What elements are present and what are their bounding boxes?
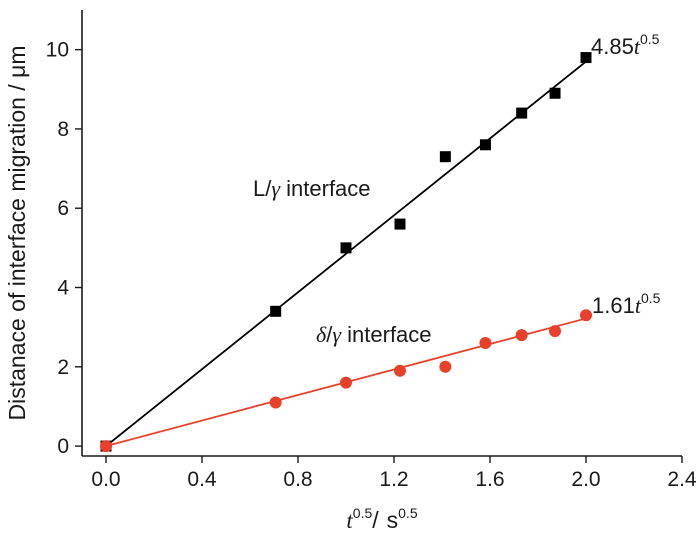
fit-line-series-0: [105, 60, 587, 447]
y-tick-label: 2: [57, 356, 69, 379]
series-label-l-gamma: L/γ interface: [253, 176, 371, 201]
data-point-square: [394, 218, 406, 230]
x-axis-title: t0.5/s0.5: [346, 505, 417, 533]
y-axis-title: Distanace of interface migration / μm: [4, 45, 30, 420]
data-point-circle: [479, 337, 492, 350]
y-tick-label: 4: [57, 277, 69, 300]
fit-label-lower: 1.61t0.5: [592, 290, 661, 318]
x-tick-label: 1.2: [379, 468, 408, 491]
data-point-square: [340, 242, 352, 254]
x-tick-label: 2.4: [667, 468, 697, 491]
y-ticks: 0 2 4 6 8 10: [46, 39, 82, 458]
y-tick-label: 8: [57, 118, 69, 141]
data-point-circle: [515, 329, 528, 342]
x-tick-label: 0.4: [187, 468, 217, 491]
data-point-circle: [580, 309, 592, 322]
x-ticks: 0.0 0.4 0.8 1.2 1.6 2.0 2.4: [91, 456, 697, 491]
data-point-circle: [394, 364, 406, 377]
x-tick-label: 1.6: [475, 468, 504, 491]
series-label-delta-gamma: δ/γ interface: [316, 322, 432, 347]
data-point-circle: [269, 396, 282, 409]
data-point-square: [549, 87, 561, 99]
y-tick-label: 6: [57, 197, 69, 220]
data-point-square: [516, 107, 528, 119]
plot-frame: [82, 10, 682, 456]
data-markers: [100, 52, 592, 453]
x-tick-label: 0.0: [91, 468, 120, 491]
fit-label-upper: 4.85t0.5: [591, 31, 660, 59]
y-tick-label: 0: [57, 435, 69, 458]
data-point-circle: [100, 440, 112, 453]
data-point-circle: [549, 325, 562, 338]
x-tick-label: 2.0: [571, 468, 600, 491]
data-point-square: [580, 52, 592, 64]
data-point-square: [270, 305, 282, 317]
data-point-circle: [439, 360, 452, 373]
data-point-circle: [340, 376, 352, 389]
data-point-square: [439, 151, 451, 163]
x-tick-label: 0.8: [283, 468, 312, 491]
data-point-square: [479, 139, 491, 151]
y-tick-label: 10: [46, 39, 69, 62]
